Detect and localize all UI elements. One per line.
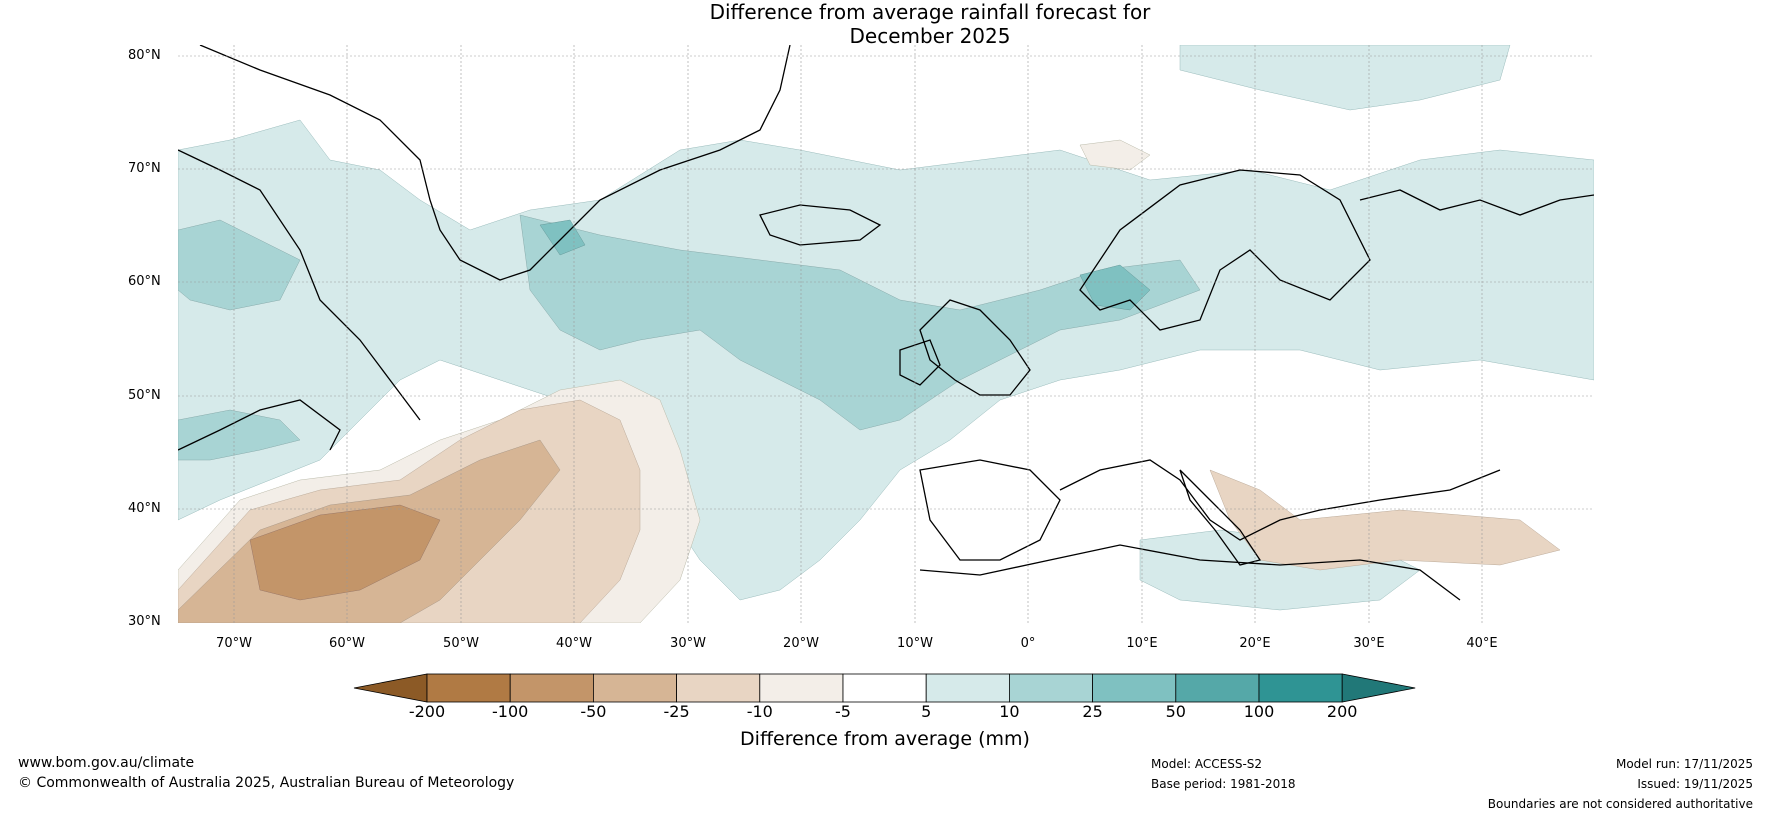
rainfall-anomaly-layer (178, 45, 1594, 623)
mediterranean-north-coast (1059, 459, 1501, 541)
anomaly-5-10-svalbard (1179, 45, 1511, 111)
colorbar-tick-label: 50 (1165, 702, 1186, 721)
footer-model: Model: ACCESS-S2 (1151, 757, 1263, 771)
anomaly-25-50-norway (1079, 264, 1151, 311)
footer-model-run: Model run: 17/11/2025 (1615, 757, 1753, 771)
colorbar-tick-label: -50 (580, 702, 607, 721)
lon-label-10w: 10°W (897, 636, 933, 651)
footer-copyright: © Commonwealth of Australia 2025, Austra… (18, 775, 515, 791)
title-line-1: Difference from average rainfall forecas… (709, 0, 1151, 24)
lat-label-40n: 40°N (128, 501, 161, 516)
colorbar-tick-label: 100 (1243, 702, 1275, 721)
lon-label-40w: 40°W (556, 636, 592, 651)
anomaly-10-25-labrador (178, 219, 301, 311)
iberia-coast (919, 459, 1061, 561)
lat-label-80n: 80°N (128, 48, 161, 63)
colorbar-segment (1258, 673, 1343, 703)
colorbar-segment (509, 673, 594, 703)
newfoundland-coast (178, 399, 341, 451)
colorbar-tick-label: 200 (1326, 702, 1358, 721)
colorbar-segment (1009, 673, 1094, 703)
footer-disclaimer: Boundaries are not considered authoritat… (1487, 797, 1753, 811)
colorbar-segment (676, 673, 761, 703)
russia-arctic-coast (1359, 189, 1594, 216)
colorbar-segment (426, 673, 511, 703)
colorbar-segment (1175, 673, 1260, 703)
footer-base-period: Base period: 1981-2018 (1151, 777, 1296, 791)
colorbar-segment (1092, 673, 1177, 703)
footer-issued: Issued: 19/11/2025 (1637, 777, 1753, 791)
british-isles-coast (919, 299, 1031, 396)
colorbar-segment (842, 673, 927, 703)
anomaly-minus5-norwegian-sea (1079, 139, 1151, 171)
scandinavia-coast (1079, 169, 1371, 331)
colorbar-extend-high (1341, 673, 1416, 703)
lon-label-30e: 30°E (1353, 636, 1385, 651)
ireland-coast (899, 339, 941, 386)
colorbar-tick-label: -200 (408, 702, 446, 721)
lat-label-30n: 30°N (128, 614, 161, 629)
lon-label-30w: 30°W (670, 636, 706, 651)
greenland-coast (199, 45, 791, 281)
colorbar-extend-low (353, 673, 428, 703)
title-line-2: December 2025 (849, 24, 1011, 48)
lon-label-20e: 20°E (1239, 636, 1271, 651)
colorbar-tick-label: -5 (835, 702, 851, 721)
colorbar-segment (925, 673, 1010, 703)
lon-label-60w: 60°W (329, 636, 365, 651)
italy-coast (1179, 469, 1262, 566)
colorbar-tick-label: 5 (921, 702, 932, 721)
graticule (178, 45, 1594, 623)
lat-label-60n: 60°N (128, 274, 161, 289)
lat-label-50n: 50°N (128, 388, 161, 403)
lon-label-50w: 50°W (443, 636, 479, 651)
lon-label-10e: 10°E (1126, 636, 1158, 651)
anomaly-10-25-newfoundland (178, 409, 301, 461)
lon-label-0: 0° (1020, 636, 1036, 651)
colorbar-label: Difference from average (mm) (740, 728, 1030, 750)
lon-label-20w: 20°W (783, 636, 819, 651)
lon-label-70w: 70°W (216, 636, 252, 651)
colorbar-tick-label: 10 (999, 702, 1020, 721)
anomaly-10-25-central (519, 214, 1201, 431)
colorbar (353, 673, 1416, 703)
anomaly-minus50-minus100-atlantic (249, 504, 441, 601)
colorbar-segment (759, 673, 844, 703)
colorbar-tick-label: -25 (663, 702, 690, 721)
map-title: Difference from average rainfall forecas… (0, 0, 1770, 48)
colorbar-tick-label: -100 (492, 702, 529, 721)
north-africa-coast (919, 544, 1461, 601)
colorbar-segment (593, 673, 678, 703)
lon-label-40e: 40°E (1466, 636, 1498, 651)
footer-website: www.bom.gov.au/climate (18, 755, 195, 771)
colorbar-tick-label: 25 (1082, 702, 1103, 721)
iceland-coast (759, 204, 882, 246)
labrador-coast (178, 149, 421, 421)
coastline-layer (178, 45, 1594, 601)
lat-label-70n: 70°N (128, 161, 161, 176)
colorbar-tick-label: -10 (746, 702, 773, 721)
